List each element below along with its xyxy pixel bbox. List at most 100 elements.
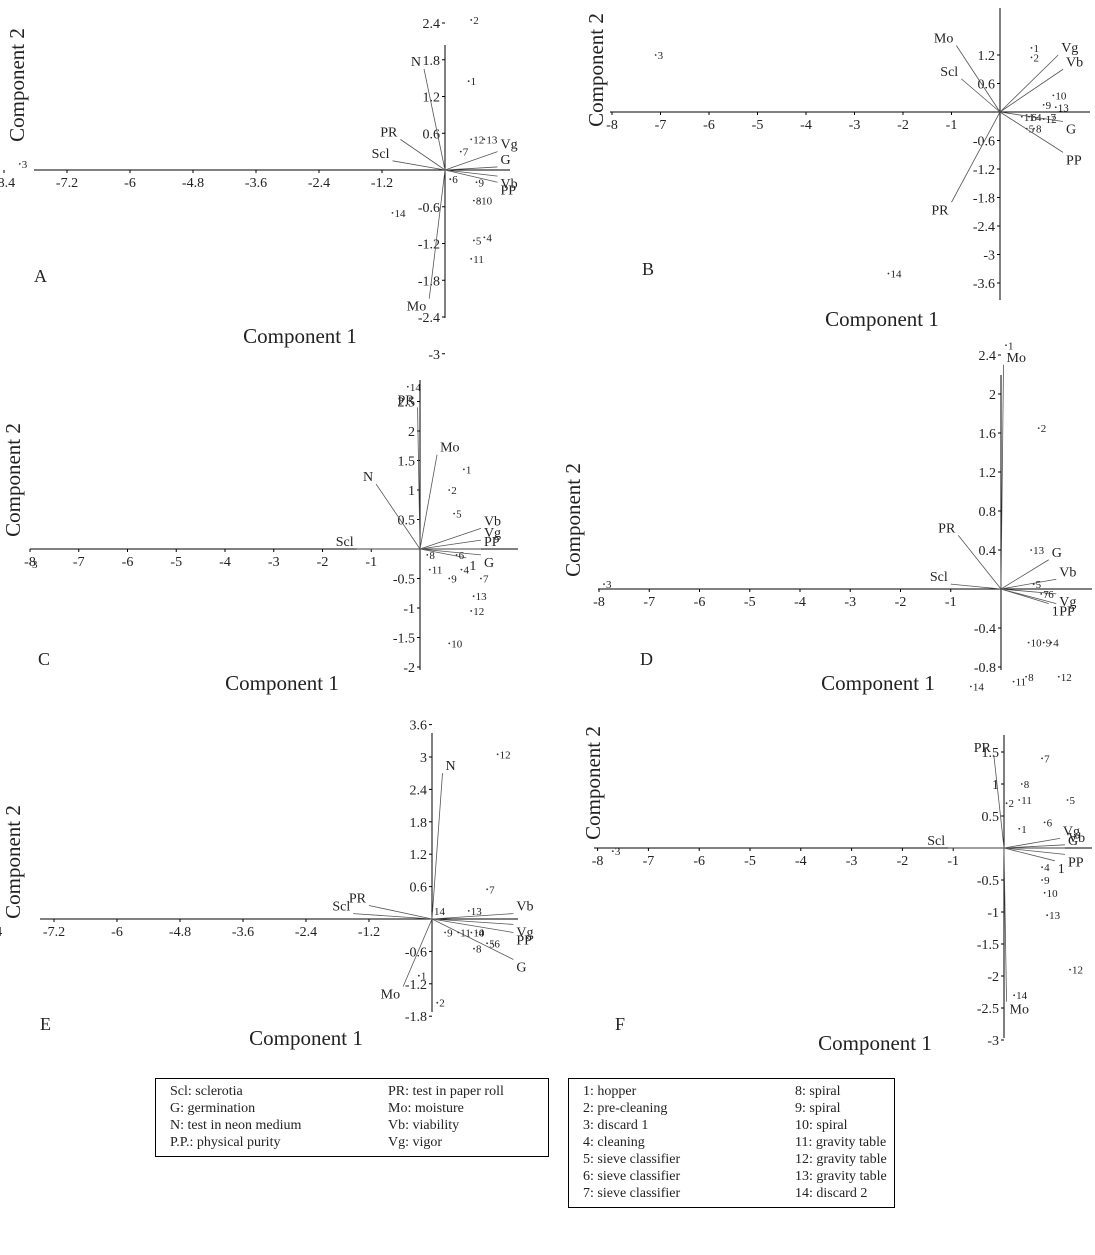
score-point — [611, 850, 614, 853]
loading-vector — [1003, 838, 1060, 849]
point-label: 14 — [973, 682, 985, 694]
y-tick-label: -1.8 — [405, 1010, 427, 1025]
panel-letter: E — [40, 1014, 51, 1034]
y-tick-label: 2 — [408, 425, 415, 440]
y-tick-label: 0.8 — [979, 505, 997, 520]
score-point — [472, 595, 475, 598]
point-label: 1 — [1021, 824, 1027, 836]
x-axis-title: Component 1 — [821, 671, 935, 695]
vector-label: PP — [501, 183, 517, 198]
score-point — [496, 753, 499, 756]
x-tick-label: -6 — [703, 118, 715, 133]
legend-entry: 1: hopper — [583, 1084, 637, 1099]
score-point — [1005, 802, 1008, 805]
vector-label: Vb — [1059, 565, 1076, 580]
x-tick-label: -1 — [365, 555, 377, 570]
point-label: 1 — [471, 76, 477, 88]
score-point — [1028, 115, 1030, 118]
point-label: 10 — [1031, 638, 1043, 650]
x-tick-label: -6 — [693, 854, 705, 869]
x-tick-label: -8.4 — [0, 176, 15, 191]
x-tick-label: -2 — [895, 595, 907, 610]
score-point — [1054, 106, 1057, 109]
point-label: 7 — [463, 147, 469, 159]
vector-label: Mo — [381, 988, 400, 1003]
point-label: 14 — [1016, 990, 1027, 1002]
x-axis-title: Component 1 — [249, 1026, 363, 1050]
point-label: 5 — [456, 509, 462, 521]
x-tick-label: -7 — [643, 595, 655, 610]
y-tick-label: -0.8 — [974, 661, 996, 676]
score-point — [431, 910, 433, 912]
score-point — [1045, 592, 1048, 595]
panel-f: -8 -7 -6 -5 -4 -3 -2 -1 1.5 1 0.5 -0.5 -1 -1.5 -2 -2.5 -… — [581, 726, 1092, 1055]
vector-label: Scl — [336, 535, 354, 550]
score-point — [1012, 680, 1015, 683]
legend-entry: 14: discard 2 — [795, 1186, 868, 1201]
score-point — [1041, 866, 1043, 869]
vector-label: PP — [1066, 153, 1082, 168]
vector-label: PR — [974, 741, 992, 756]
vector-label: G — [484, 556, 494, 571]
point-label: 8 — [429, 550, 435, 562]
score-point — [406, 385, 409, 388]
y-tick-label: 1.8 — [410, 816, 428, 831]
x-tick-label: -4 — [800, 118, 812, 133]
point-label: 11 — [1016, 677, 1027, 689]
legend-entry: 9: spiral — [795, 1101, 841, 1116]
vector-label: G — [1066, 123, 1076, 138]
point-label: 12 — [473, 134, 484, 146]
point-label: 10 — [1055, 90, 1067, 102]
point-label: 8 — [1024, 779, 1030, 791]
point-label: 2 — [1041, 423, 1047, 435]
loading-vector — [999, 68, 1064, 113]
x-axis-title: Component 1 — [818, 1031, 932, 1055]
point-label: 11 — [473, 254, 484, 266]
point-label: 8 — [1036, 124, 1042, 136]
x-tick-label: -2.4 — [295, 925, 317, 940]
score-point — [486, 888, 489, 891]
point-label: 8 — [1028, 672, 1034, 684]
legend-entry: 3: discard 1 — [583, 1118, 649, 1133]
point-label: 2 — [1009, 798, 1015, 810]
score-point — [449, 178, 452, 181]
score-point — [29, 562, 31, 565]
y-tick-label: 0.6 — [978, 78, 996, 93]
score-point — [428, 568, 431, 571]
y-tick-label: 2 — [989, 388, 996, 403]
vector-label: 1 — [1058, 862, 1065, 877]
score-point — [478, 199, 481, 202]
y-tick-label: 1 — [408, 484, 415, 499]
panel-a: -8.4 -7.2 -6 -4.8 -3.6 -2.4 -1.2 2.4 1.8 1.2 0.6 -0… — [0, 15, 518, 363]
point-label: 5 — [476, 235, 482, 247]
score-point — [1047, 115, 1050, 118]
score-point — [391, 211, 394, 214]
vector-label: 1 — [1052, 605, 1059, 620]
loading-vector — [957, 535, 1002, 590]
legend-entry: P.P.: physical purity — [170, 1135, 281, 1150]
point-label: 5 — [1029, 124, 1035, 136]
loading-vector — [1003, 847, 1055, 862]
loading-vector — [444, 151, 498, 171]
legend-entry: Scl: sclerotia — [170, 1084, 243, 1099]
y-axis-title: Component 2 — [1, 805, 25, 919]
point-label: 9 — [447, 928, 453, 940]
vector-label: Vb — [484, 514, 501, 529]
vector-label: Mo — [407, 300, 426, 315]
score-point — [1042, 118, 1045, 121]
loading-vector — [1000, 559, 1049, 590]
vector-label: N — [446, 759, 456, 774]
panel-d: -8 -7 -6 -5 -4 -3 -2 -1 2.4 2 1.6 1.2 0.8 0.4 -0.4 -0.8… — [561, 340, 1092, 695]
vector-label: Scl — [372, 147, 390, 162]
abbreviation-legend-col2: PR: test in paper roll Mo: moisture Vb: … — [388, 1083, 504, 1151]
panel-letter: C — [38, 649, 50, 669]
x-tick-label: -5 — [744, 595, 756, 610]
point-label: 12 — [500, 749, 511, 761]
point-label: 13 — [471, 906, 483, 918]
y-tick-label: -1.2 — [418, 238, 440, 253]
score-point — [480, 577, 482, 580]
point-label: 12 — [1061, 672, 1072, 684]
vector-label: PP — [1068, 855, 1084, 870]
legend-entry: Vg: vigor — [388, 1135, 443, 1150]
x-tick-label: -8.4 — [0, 925, 2, 940]
